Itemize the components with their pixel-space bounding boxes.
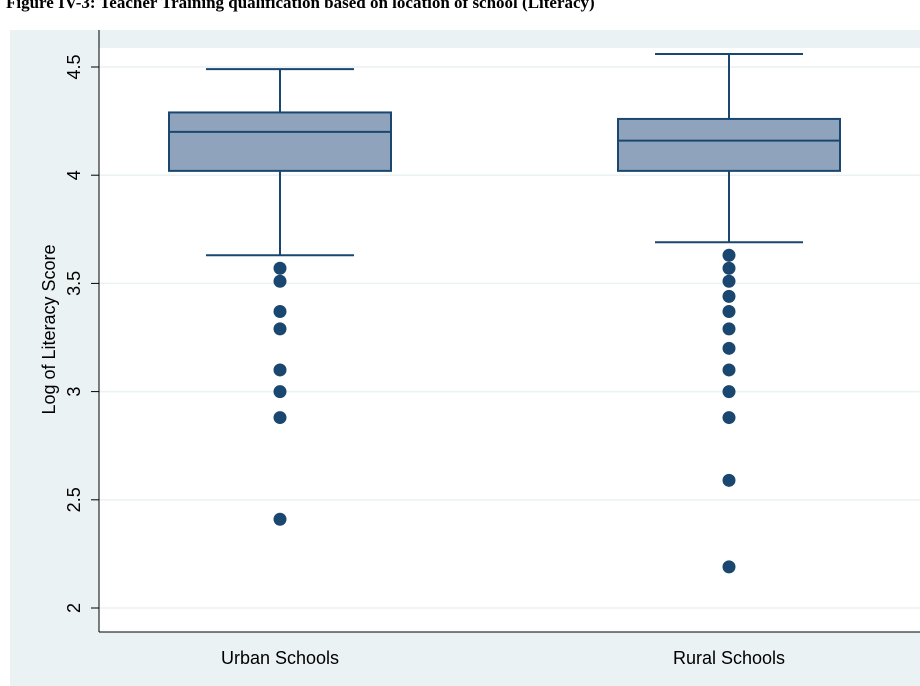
y-tick-label: 2 [64, 603, 84, 613]
iqr-box [617, 117, 841, 172]
outlier-point [273, 305, 287, 319]
y-tick-label: 3.5 [64, 271, 84, 296]
outlier-point [273, 512, 287, 526]
x-category-label: Rural Schools [673, 648, 785, 668]
outlier-point [722, 411, 736, 425]
y-tick-label: 3 [64, 387, 84, 397]
outlier-point [273, 363, 287, 377]
outlier-point [273, 385, 287, 399]
y-tick-label: 2.5 [64, 487, 84, 512]
box-rural-schools [617, 53, 841, 574]
outlier-point [722, 261, 736, 275]
x-axis-labels: Urban Schools Rural Schools [221, 648, 785, 668]
outlier-point [722, 473, 736, 487]
outlier-point [722, 289, 736, 303]
y-axis: 2 2.5 3 3.5 4 4.5 [64, 30, 920, 633]
outlier-point [722, 560, 736, 574]
outlier-point [722, 322, 736, 336]
box-urban-schools [168, 68, 392, 526]
y-tick-label: 4.5 [64, 54, 84, 79]
outlier-point [722, 274, 736, 288]
outlier-point [722, 341, 736, 355]
outlier-point [273, 322, 287, 336]
boxes [168, 53, 841, 574]
gridlines [99, 66, 920, 609]
outlier-point [273, 274, 287, 288]
outlier-point [722, 305, 736, 319]
figure-title: Figure IV-3: Teacher Training qualificat… [6, 0, 595, 12]
iqr-box [168, 111, 392, 172]
outlier-point [273, 411, 287, 425]
y-tick-label: 4 [64, 170, 84, 180]
outlier-point [722, 363, 736, 377]
y-axis-title: Log of Literacy Score [39, 244, 59, 414]
outlier-point [722, 385, 736, 399]
x-category-label: Urban Schools [221, 648, 339, 668]
outlier-point [273, 261, 287, 275]
outlier-point [722, 248, 736, 262]
